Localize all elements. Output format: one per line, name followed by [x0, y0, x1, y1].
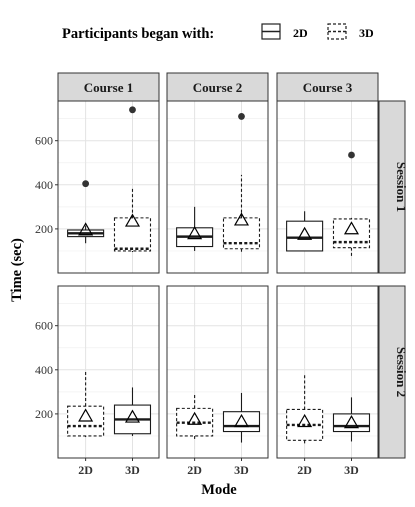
row-strip-label: Session 1	[394, 162, 409, 212]
x-tick-label: 3D	[125, 463, 140, 477]
outlier-point	[238, 113, 245, 120]
box-3d	[332, 151, 371, 258]
mean-marker	[343, 415, 360, 429]
column-strip-label: Course 3	[303, 80, 353, 95]
legend-label-3d: 3D	[359, 26, 374, 40]
box-body	[113, 217, 152, 252]
box-2d	[67, 180, 105, 244]
panel	[57, 100, 160, 274]
x-axis-title: Mode	[201, 482, 237, 498]
panel-border	[166, 285, 269, 459]
mean-marker	[233, 212, 250, 226]
mean-marker	[233, 413, 250, 428]
y-tick-label: 600	[35, 319, 53, 333]
panel-border	[166, 100, 269, 274]
panel	[276, 285, 379, 459]
mean-marker	[124, 213, 141, 227]
box-3d	[113, 387, 152, 436]
panel	[57, 285, 160, 459]
box-2d	[176, 392, 214, 441]
y-axis-title: Time (sec)	[9, 238, 25, 302]
mean-marker	[187, 226, 203, 240]
column-strip	[57, 72, 160, 102]
panel	[276, 100, 379, 274]
row-strip-label: Session 2	[394, 347, 409, 397]
panel-border	[57, 285, 160, 459]
y-tick-label: 400	[35, 363, 53, 377]
panel-border	[276, 285, 379, 459]
panel-border	[57, 100, 160, 274]
box-3d	[222, 113, 261, 253]
legend-label-2d: 2D	[293, 26, 308, 40]
row-strip	[378, 100, 406, 274]
box-2d	[286, 211, 324, 252]
box-body	[67, 405, 105, 437]
mean-marker	[297, 413, 313, 428]
box-2d	[176, 206, 214, 251]
box-3d	[222, 392, 261, 443]
panel	[166, 100, 269, 274]
outlier-point	[129, 106, 136, 114]
mean-marker	[78, 408, 94, 422]
outlier-point	[348, 151, 355, 159]
x-tick-label: 3D	[344, 463, 359, 477]
box-3d	[332, 397, 371, 442]
facet-panels: Course 1 Course 2 Course 3 Session 1 Session…	[35, 72, 409, 477]
row-strip	[378, 285, 406, 459]
y-tick-label: 200	[35, 222, 53, 236]
x-tick-label: 2D	[78, 463, 93, 477]
mean-marker	[343, 221, 360, 235]
mean-marker	[297, 226, 313, 240]
panel	[166, 285, 269, 459]
mean-marker	[187, 411, 203, 425]
mean-marker	[78, 222, 94, 236]
column-strip	[166, 72, 269, 102]
legend-title: Participants began with:	[62, 26, 214, 42]
x-tick-label: 2D	[187, 463, 202, 477]
mean-marker	[124, 409, 141, 423]
column-strip-label: Course 2	[193, 80, 242, 95]
x-tick-label: 3D	[234, 463, 249, 477]
box-2d	[67, 372, 105, 438]
legend: Participants began with: 2D 3D	[62, 23, 374, 42]
box-3d	[113, 106, 152, 253]
y-tick-label: 400	[35, 178, 53, 192]
panel-border	[276, 100, 379, 274]
x-tick-label: 2D	[297, 463, 312, 477]
outlier-point	[82, 180, 90, 188]
column-strip-label: Course 1	[84, 80, 133, 95]
box-2d	[286, 375, 324, 445]
y-tick-label: 600	[35, 134, 53, 148]
y-tick-label: 200	[35, 407, 53, 421]
box-body	[286, 220, 324, 252]
